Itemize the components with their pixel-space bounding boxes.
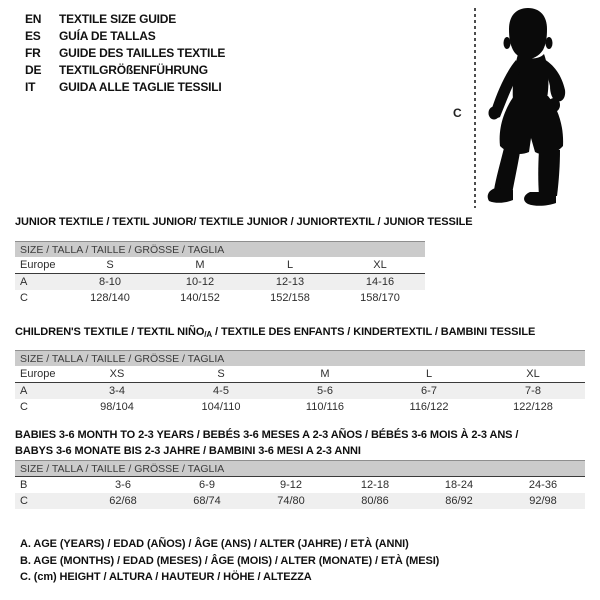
row-label: Europe xyxy=(20,259,56,271)
language-row: EN TEXTILE SIZE GUIDE xyxy=(25,11,225,28)
row-label: A xyxy=(15,382,65,399)
language-row: ES GUÍA DE TALLAS xyxy=(25,28,225,45)
row-label: Europe xyxy=(20,368,56,380)
size-cell: 14-16 xyxy=(335,273,425,290)
size-cell: L xyxy=(425,368,433,380)
size-cell: 24-36 xyxy=(501,476,585,493)
language-code: EN xyxy=(25,12,42,26)
size-cell: S xyxy=(106,259,114,271)
size-cell: 8-10 xyxy=(65,273,155,290)
size-cell: 5-6 xyxy=(273,382,377,399)
size-cell: XS xyxy=(109,368,125,380)
size-cell: XL xyxy=(526,368,540,380)
toddler-silhouette-icon xyxy=(487,8,566,206)
footnotes: A. AGE (YEARS) / EDAD (AÑOS) / ÂGE (ANS)… xyxy=(20,536,439,586)
guide-title: GUIDA ALLE TAGLIE TESSILI xyxy=(59,80,222,94)
size-cell: 10-12 xyxy=(155,273,245,290)
guide-title: TEXTILGRÖßENFÜHRUNG xyxy=(59,63,208,77)
size-cell: 9-12 xyxy=(249,476,333,493)
language-row: IT GUIDA ALLE TAGLIE TESSILI xyxy=(25,79,225,96)
size-header-cell: SIZE / TALLA / TAILLE / GRÖSSE / TAGLIA xyxy=(15,350,585,366)
size-cell: 116/122 xyxy=(409,401,449,413)
size-cell: 104/110 xyxy=(201,401,241,413)
babies-section-title-line1: BABIES 3-6 MONTH TO 2-3 YEARS / BEBÉS 3-… xyxy=(15,427,518,443)
size-cell: 4-5 xyxy=(169,382,273,399)
guide-title: TEXTILE SIZE GUIDE xyxy=(59,12,177,26)
babies-title-line2-text: BABYS 3-6 MONATE BIS 2-3 JAHRE / BAMBINI… xyxy=(15,445,361,457)
size-header-cell: SIZE / TALLA / TAILLE / GRÖSSE / TAGLIA xyxy=(15,460,585,477)
row-label: C xyxy=(15,493,81,509)
size-header-cell: SIZE / TALLA / TAILLE / GRÖSSE / TAGLIA xyxy=(15,241,425,257)
size-header-row: SIZE / TALLA / TAILLE / GRÖSSE / TAGLIA xyxy=(15,241,425,257)
table-row: Europe S M L XL xyxy=(15,257,425,274)
size-cell: 12-13 xyxy=(245,273,335,290)
babies-section-title-line2: BABYS 3-6 MONATE BIS 2-3 JAHRE / BAMBINI… xyxy=(15,443,361,459)
size-cell: 18-24 xyxy=(417,476,501,493)
footnote-age-months: B. AGE (MONTHS) / EDAD (MESES) / ÂGE (MO… xyxy=(20,554,440,567)
junior-size-table: SIZE / TALLA / TAILLE / GRÖSSE / TAGLIA … xyxy=(15,241,425,306)
size-cell: 3-4 xyxy=(65,382,169,399)
junior-section-title-text: JUNIOR TEXTILE / TEXTIL JUNIOR/ TEXTILE … xyxy=(15,216,473,228)
size-cell: 62/68 xyxy=(81,493,165,509)
table-row: A 3-4 4-5 5-6 6-7 7-8 xyxy=(15,382,585,399)
table-row: B 3-6 6-9 9-12 12-18 18-24 24-36 xyxy=(15,476,585,493)
size-cell: 158/170 xyxy=(360,292,400,304)
children-title-post: / TEXTILE DES ENFANTS / KINDERTEXTIL / B… xyxy=(212,326,536,338)
babies-size-table: SIZE / TALLA / TAILLE / GRÖSSE / TAGLIA … xyxy=(15,460,585,509)
language-row: FR GUIDE DES TAILLES TEXTILE xyxy=(25,45,225,62)
babies-title-line1-text: BABIES 3-6 MONTH TO 2-3 YEARS / BEBÉS 3-… xyxy=(15,429,519,441)
size-cell: 80/86 xyxy=(333,493,417,509)
language-code: DE xyxy=(25,63,42,77)
size-cell: 152/158 xyxy=(270,292,310,304)
footnote-age-years: A. AGE (YEARS) / EDAD (AÑOS) / ÂGE (ANS)… xyxy=(20,538,409,550)
height-dashed-line xyxy=(474,8,476,208)
children-section-title: CHILDREN'S TEXTILE / TEXTIL NIÑO/A / TEX… xyxy=(15,324,535,343)
size-cell: 12-18 xyxy=(333,476,417,493)
size-cell: 6-9 xyxy=(165,476,249,493)
table-row: C 128/140 140/152 152/158 158/170 xyxy=(15,290,425,306)
size-cell: 110/116 xyxy=(305,401,345,413)
table-row: A 8-10 10-12 12-13 14-16 xyxy=(15,273,425,290)
guide-title: GUÍA DE TALLAS xyxy=(59,29,156,43)
children-title-pre: CHILDREN'S TEXTILE / TEXTIL NIÑO xyxy=(15,326,205,338)
size-cell: 98/104 xyxy=(100,401,134,413)
size-header-row: SIZE / TALLA / TAILLE / GRÖSSE / TAGLIA xyxy=(15,460,585,477)
language-title-list: EN TEXTILE SIZE GUIDE ES GUÍA DE TALLAS … xyxy=(25,11,225,96)
size-cell: L xyxy=(286,259,294,271)
children-size-table: SIZE / TALLA / TAILLE / GRÖSSE / TAGLIA … xyxy=(15,350,585,415)
size-cell: S xyxy=(217,368,225,380)
language-code: IT xyxy=(25,80,36,94)
size-cell: 140/152 xyxy=(180,292,220,304)
size-cell: 92/98 xyxy=(501,493,585,509)
size-cell: 6-7 xyxy=(377,382,481,399)
junior-section-title: JUNIOR TEXTILE / TEXTIL JUNIOR/ TEXTILE … xyxy=(15,214,473,230)
language-code: ES xyxy=(25,29,41,43)
size-cell: 128/140 xyxy=(90,292,130,304)
table-row: C 62/68 68/74 74/80 80/86 86/92 92/98 xyxy=(15,493,585,509)
size-cell: 74/80 xyxy=(249,493,333,509)
size-cell: 122/128 xyxy=(513,401,553,413)
table-row: C 98/104 104/110 110/116 116/122 122/128 xyxy=(15,399,585,415)
table-row: Europe XS S M L XL xyxy=(15,366,585,383)
language-row: DE TEXTILGRÖßENFÜHRUNG xyxy=(25,62,225,79)
children-title-sub: /A xyxy=(204,330,213,339)
height-measure-label: C xyxy=(453,106,462,120)
size-cell: 68/74 xyxy=(165,493,249,509)
size-cell: 3-6 xyxy=(81,476,165,493)
size-cell: 86/92 xyxy=(417,493,501,509)
size-cell: M xyxy=(195,259,205,271)
guide-title: GUIDE DES TAILLES TEXTILE xyxy=(59,46,226,60)
language-code: FR xyxy=(25,46,41,60)
size-cell: 7-8 xyxy=(481,382,585,399)
size-cell: XL xyxy=(373,259,387,271)
row-label: B xyxy=(15,476,81,493)
footnote-height: C. (cm) HEIGHT / ALTURA / HAUTEUR / HÖHE… xyxy=(20,571,312,583)
row-label: C xyxy=(20,292,28,304)
row-label: A xyxy=(15,273,65,290)
size-header-row: SIZE / TALLA / TAILLE / GRÖSSE / TAGLIA xyxy=(15,350,585,366)
size-cell: M xyxy=(320,368,330,380)
row-label: C xyxy=(20,401,28,413)
